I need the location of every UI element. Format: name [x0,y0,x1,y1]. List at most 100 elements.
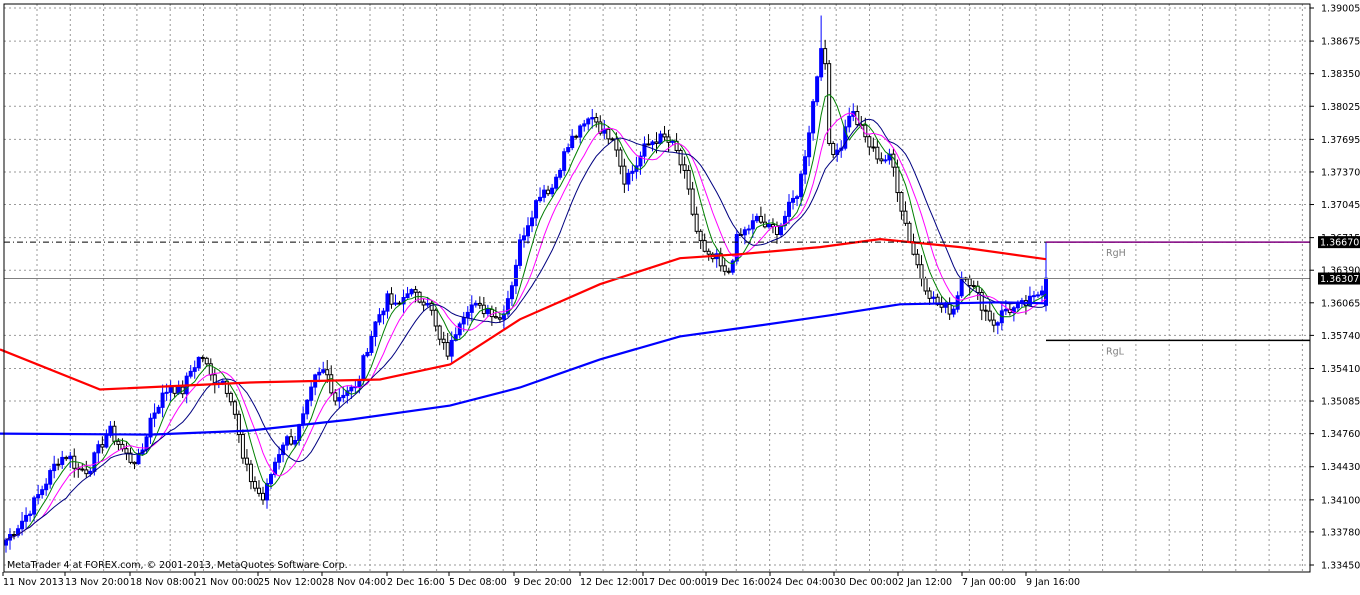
candle-body [232,401,237,415]
candle-body [260,492,265,501]
candle [48,468,53,489]
candle [437,324,442,346]
candle [995,321,1000,335]
candle-body [987,310,992,321]
candle-body [88,470,93,475]
candle-body [915,253,920,266]
candle-body [409,289,414,295]
candle [1031,290,1036,303]
candle-body [831,142,836,155]
candle [421,299,426,312]
candle [795,194,800,207]
candle-body [96,444,101,454]
candle [787,194,792,225]
candle-body [505,298,510,315]
candle-body [995,322,1000,326]
x-tick-label: 9 Jan 16:00 [1026,577,1080,588]
candle [509,281,514,307]
candle [750,213,755,238]
candle [698,229,703,249]
candle-body [236,413,241,436]
candle-body [530,217,535,227]
candle-body [927,290,932,299]
candle [32,495,37,522]
candle-body [325,369,330,376]
candle-body [550,187,555,195]
candle [160,384,165,418]
candle-body [582,123,587,127]
current-price-tag-bg [1318,272,1360,285]
candle-body [875,146,880,160]
candle-body [293,439,298,445]
candle-body [445,342,450,357]
candle-body [971,285,976,288]
candle [377,308,382,326]
candle [513,259,518,295]
candle-body [843,126,848,149]
candle-body [787,201,792,217]
candle-body [493,316,498,319]
candle [497,313,502,323]
y-tick-label: 1.35410 [1321,364,1360,375]
candle-body [373,321,378,337]
y-tick-label: 1.36065 [1321,298,1360,309]
candle-body [827,63,832,144]
candle-body [501,313,506,320]
candle [381,307,386,325]
candle [469,295,474,322]
candle [991,312,996,333]
candle-body [931,296,936,299]
candle-body [305,399,310,415]
candle [40,485,45,499]
candle-body [317,371,322,376]
candle-body [678,149,683,166]
candle [542,184,547,203]
candle [285,434,290,451]
candle-body [349,386,354,392]
candle [365,348,370,358]
candle-body [983,309,988,312]
candle [626,169,631,192]
candle [188,364,193,379]
candle [791,190,796,210]
candle-body [574,135,579,138]
candle-body [815,76,820,103]
candle-body [742,229,747,236]
candle [60,450,65,469]
candle-body [204,357,209,365]
candle [646,134,651,146]
candle-body [943,303,948,308]
candle [96,440,101,463]
candle [477,296,482,309]
candle-body [417,291,422,303]
candle-body [919,264,924,280]
candle-body [136,453,141,465]
candle [570,129,575,151]
x-tick-label: 21 Nov 00:00 [195,577,259,588]
candle [44,478,49,496]
candle-body [586,118,591,125]
candle-body [979,291,984,311]
ma-200-red-line [0,237,1047,391]
candle-body [244,457,249,465]
candle [521,227,526,248]
candles [4,15,1048,553]
candle-body [1003,308,1008,312]
candle-body [36,494,41,499]
candle [907,221,912,243]
candle [662,125,667,141]
candle [321,361,326,375]
rgh-label: RgH [1106,248,1126,259]
candle [883,154,888,164]
y-tick-label: 1.34430 [1321,462,1360,473]
candle-body [642,143,647,157]
candle [100,436,105,454]
candle [248,459,253,490]
candle [562,148,567,176]
x-tick-label: 11 Nov 2013 [3,577,64,588]
candle [232,399,237,420]
candle-body [538,196,543,202]
candle-body [196,356,201,369]
